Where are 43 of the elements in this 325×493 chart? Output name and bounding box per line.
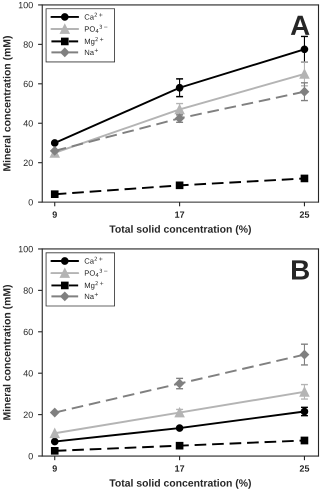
y-axis-title: Mineral concentration (mM): [2, 36, 13, 171]
x-tick-label: 9: [52, 211, 57, 218]
y-tick-label: 0: [28, 199, 33, 206]
point: [50, 438, 59, 446]
x-tick-label: 17: [175, 465, 184, 472]
x-tick-label: 25: [300, 465, 310, 472]
x-tick-label: 25: [300, 211, 310, 218]
point: [300, 45, 308, 54]
y-tick-label: 80: [24, 287, 33, 294]
point: [50, 408, 60, 418]
x-axis-title: Total solid concentration (%): [109, 225, 251, 235]
y-tick-label: 60: [24, 80, 33, 88]
point: [300, 69, 310, 79]
point: [300, 174, 308, 182]
point: [176, 442, 184, 450]
point: [176, 182, 184, 190]
point: [176, 424, 184, 432]
y-tick-label: 100: [18, 246, 33, 252]
x-axis-title: Total solid concentration (%): [109, 479, 251, 489]
point: [50, 447, 59, 455]
point: [300, 386, 310, 397]
x-tick-label: 17: [175, 211, 184, 218]
point: [50, 139, 59, 147]
y-tick-label: 40: [23, 120, 33, 127]
y-tick-label: 20: [24, 160, 33, 166]
point: [50, 428, 60, 438]
y-tick-label: 0: [28, 452, 33, 460]
y-axis-title: Mineral concentration (mM): [2, 285, 13, 420]
point: [300, 436, 308, 444]
y-tick-label: 40: [23, 370, 33, 377]
y-tick-label: 20: [24, 412, 33, 418]
point: [300, 350, 310, 360]
point: [50, 190, 59, 198]
point: [300, 87, 310, 96]
point: [50, 146, 60, 156]
point: [176, 84, 184, 92]
y-tick-label: 100: [18, 2, 33, 8]
point: [174, 408, 184, 418]
x-tick-label: 9: [52, 465, 57, 472]
y-tick-label: 60: [24, 328, 33, 336]
annotation: A: [290, 16, 310, 35]
y-tick-label: 80: [24, 41, 33, 48]
annotation: B: [292, 260, 309, 280]
